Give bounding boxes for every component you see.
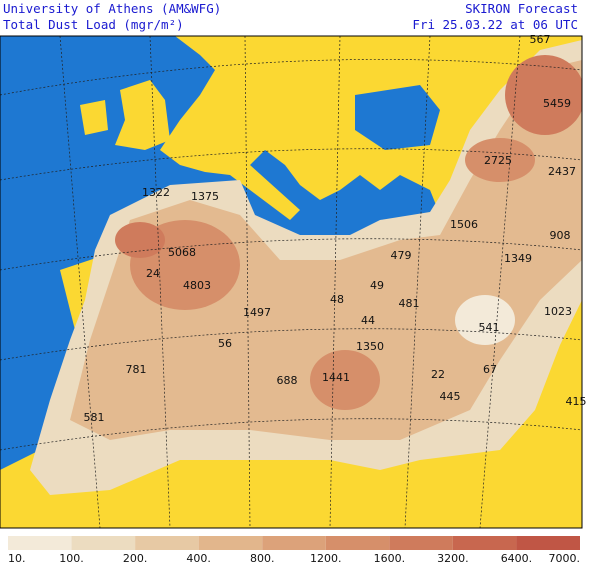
colorbar-label: 400. <box>186 552 211 565</box>
dust-value: 2437 <box>548 165 576 178</box>
dust-value: 67 <box>483 363 497 376</box>
dust-value: 1441 <box>322 371 350 384</box>
dust-value: 479 <box>391 249 412 262</box>
dust-value: 2725 <box>484 154 512 167</box>
dust-value: 908 <box>550 229 571 242</box>
colorbar: 10. 100. 200. 400. 800. 1200. 1600. 3200. 6400. 7… <box>8 536 580 565</box>
colorbar-segment <box>198 536 263 550</box>
dust-value: 781 <box>126 363 147 376</box>
colorbar-segment <box>389 536 453 550</box>
colorbar-label: 1200. <box>310 552 342 565</box>
dust-value: 4803 <box>183 279 211 292</box>
colorbar-segment <box>71 536 136 550</box>
dust-high <box>465 138 535 182</box>
header-line: Total Dust Load (mgr/m²) <box>3 17 184 32</box>
dust-mid <box>70 60 582 440</box>
dust-value: 581 <box>84 411 105 424</box>
dust-value: 5459 <box>543 97 571 110</box>
colorbar-label: 1600. <box>374 552 406 565</box>
map-area <box>0 36 582 528</box>
dust-high <box>505 55 582 135</box>
colorbar-segment <box>325 536 390 550</box>
dust-value: 5068 <box>168 246 196 259</box>
header-right: SKIRON Forecast Fri 25.03.22 at 06 UTC <box>412 1 578 33</box>
dust-value: 1350 <box>356 340 384 353</box>
dust-value: 1322 <box>142 186 170 199</box>
colorbar-segment <box>452 536 517 550</box>
dust-value: 44 <box>361 314 375 327</box>
dust-value: 1506 <box>450 218 478 231</box>
map-frame <box>0 35 583 529</box>
dust-high <box>310 350 380 410</box>
colorbar-segment <box>135 536 199 550</box>
dust-value: 481 <box>399 297 420 310</box>
dust-value: 1349 <box>504 252 532 265</box>
dust-value: 1375 <box>191 190 219 203</box>
colorbar-segment <box>8 536 72 550</box>
colorbar-segment <box>516 536 580 550</box>
britain <box>115 80 170 150</box>
graticule <box>0 36 582 528</box>
colorbar-segment <box>262 536 326 550</box>
dust-low <box>455 295 515 345</box>
dust-value: 567 <box>530 33 551 46</box>
dust-value: 56 <box>218 337 232 350</box>
colorbar-label: 3200. <box>437 552 469 565</box>
dust-value: 22 <box>431 368 445 381</box>
header-line: University of Athens (AM&WFG) <box>3 1 222 16</box>
dust-value: 541 <box>479 321 500 334</box>
map-labels: 567 5459 2725 2437 1322 1375 1506 908 5068 479 134… <box>84 33 587 424</box>
black-sea <box>355 85 440 150</box>
colorbar-label: 100. <box>59 552 84 565</box>
colorbar-label: 6400. <box>501 552 533 565</box>
colorbar-label: 200. <box>123 552 148 565</box>
colorbar-label: 800. <box>250 552 275 565</box>
dust-value: 48 <box>330 293 344 306</box>
dust-value: 688 <box>277 374 298 387</box>
dust-value: 24 <box>146 267 160 280</box>
header-line: Fri 25.03.22 at 06 UTC <box>412 17 578 32</box>
colorbar-label: 10. <box>8 552 26 565</box>
dust-value: 1497 <box>243 306 271 319</box>
dust-value: 415 <box>566 395 587 408</box>
dust-value: 49 <box>370 279 384 292</box>
ireland <box>80 100 108 135</box>
dust-high <box>115 222 165 258</box>
dust-value: 1023 <box>544 305 572 318</box>
header-left: University of Athens (AM&WFG) Total Dust… <box>3 1 221 33</box>
header-line: SKIRON Forecast <box>465 1 578 16</box>
dust-value: 445 <box>440 390 461 403</box>
colorbar-label: 7000. <box>549 552 581 565</box>
